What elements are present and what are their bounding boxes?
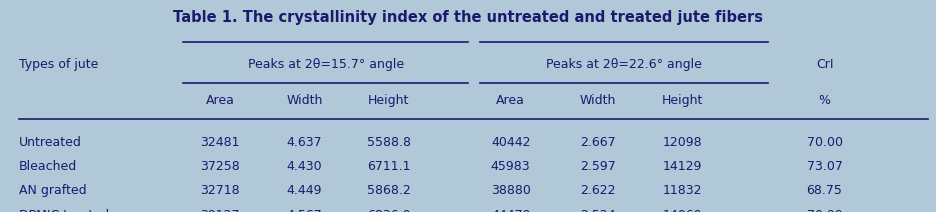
Text: Area: Area	[206, 94, 234, 107]
Text: 14129: 14129	[662, 160, 701, 173]
Text: 39127: 39127	[200, 209, 240, 212]
Text: 32718: 32718	[200, 184, 240, 197]
Text: Peaks at 2θ=15.7° angle: Peaks at 2θ=15.7° angle	[247, 58, 403, 71]
Text: Bleached: Bleached	[19, 160, 77, 173]
Text: 44479: 44479	[490, 209, 530, 212]
Text: AN grafted: AN grafted	[19, 184, 86, 197]
Text: Types of jute: Types of jute	[19, 58, 98, 71]
Text: Width: Width	[286, 94, 322, 107]
Text: 2.524: 2.524	[579, 209, 615, 212]
Text: 14060: 14060	[662, 209, 701, 212]
Text: 4.637: 4.637	[286, 135, 322, 149]
Text: DPMIC treated: DPMIC treated	[19, 209, 109, 212]
Text: 2.597: 2.597	[579, 160, 615, 173]
Text: 70.00: 70.00	[806, 135, 841, 149]
Text: Peaks at 2θ=22.6° angle: Peaks at 2θ=22.6° angle	[546, 58, 701, 71]
Text: 73.07: 73.07	[806, 160, 841, 173]
Text: 45983: 45983	[490, 160, 530, 173]
Text: 40442: 40442	[490, 135, 530, 149]
Text: Table 1. The crystallinity index of the untreated and treated jute fibers: Table 1. The crystallinity index of the …	[173, 10, 763, 25]
Text: 38880: 38880	[490, 184, 530, 197]
Text: 2.667: 2.667	[579, 135, 615, 149]
Text: 4.449: 4.449	[286, 184, 322, 197]
Text: Height: Height	[368, 94, 409, 107]
Text: 12098: 12098	[662, 135, 701, 149]
Text: Untreated: Untreated	[19, 135, 81, 149]
Text: Height: Height	[661, 94, 702, 107]
Text: 5588.8: 5588.8	[367, 135, 410, 149]
Text: 37258: 37258	[200, 160, 240, 173]
Text: 68.75: 68.75	[806, 184, 841, 197]
Text: 32481: 32481	[200, 135, 240, 149]
Text: 2.622: 2.622	[579, 184, 615, 197]
Text: 4.567: 4.567	[286, 209, 322, 212]
Text: Width: Width	[579, 94, 615, 107]
Text: 4.430: 4.430	[286, 160, 322, 173]
Text: Area: Area	[496, 94, 524, 107]
Text: 11832: 11832	[662, 184, 701, 197]
Text: %: %	[818, 94, 829, 107]
Text: 5868.2: 5868.2	[367, 184, 410, 197]
Text: 70.99: 70.99	[806, 209, 841, 212]
Text: CrI: CrI	[815, 58, 832, 71]
Text: 6711.1: 6711.1	[367, 160, 410, 173]
Text: 6836.0: 6836.0	[367, 209, 410, 212]
